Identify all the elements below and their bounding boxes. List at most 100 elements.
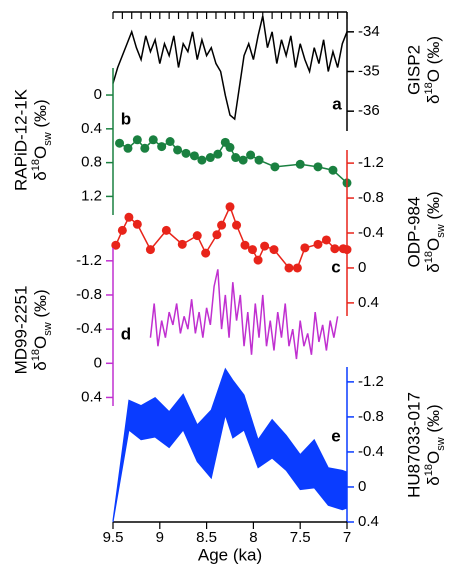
y-axis-unit: δ18Osw (‰) <box>30 99 54 180</box>
unit-part: O <box>424 238 443 251</box>
unit-part: δ <box>424 95 443 104</box>
data-point <box>173 145 183 155</box>
unit-part: (‰) <box>424 404 443 437</box>
unit-part: δ <box>424 263 443 272</box>
data-point <box>330 244 340 254</box>
y-tick-label: 0.8 <box>81 154 102 171</box>
y-axis-label: MD99-2251 <box>11 286 30 375</box>
data-point <box>201 248 211 258</box>
unit-part: (‰) <box>424 191 443 224</box>
data-point <box>225 142 235 152</box>
y-axis-label-group: HU87033-017 δ18Osw (‰) <box>404 392 446 498</box>
unit-part: sw <box>42 322 54 336</box>
y-tick-label: -1.2 <box>76 252 102 269</box>
y-tick-label: -0.8 <box>358 408 384 425</box>
data-point <box>115 138 125 148</box>
x-axis-label: Age (ka) <box>198 545 262 564</box>
data-point <box>124 212 134 222</box>
unit-part: sw <box>435 224 447 238</box>
y-tick-label: -1.2 <box>358 373 384 390</box>
y-tick-label: -35 <box>358 62 380 79</box>
y-axis-label: HU87033-017 <box>404 392 423 498</box>
y-tick-label: 1.2 <box>81 187 102 204</box>
unit-part: (‰) <box>31 289 50 322</box>
data-point <box>123 143 133 153</box>
data-line <box>112 15 348 121</box>
y-tick-label: -0.4 <box>358 224 384 241</box>
data-band <box>112 367 348 523</box>
y-axis-label-group: MD99-2251 δ18Osw (‰) <box>11 286 53 375</box>
data-point <box>205 153 215 163</box>
data-point <box>295 159 305 169</box>
x-tick-label: 8.5 <box>196 529 217 546</box>
data-point <box>189 151 199 161</box>
data-point <box>148 135 158 145</box>
data-point <box>247 245 257 255</box>
data-point <box>254 155 264 165</box>
data-point <box>342 245 352 255</box>
data-point <box>328 165 338 175</box>
data-point <box>161 225 171 235</box>
panel-label: c <box>331 257 340 276</box>
y-tick-label: -34 <box>358 23 380 40</box>
data-point <box>270 162 280 172</box>
unit-part: δ <box>424 476 443 485</box>
y-axis-unit: δ18O (‰) <box>423 36 444 104</box>
x-tick-label: 8 <box>249 529 257 546</box>
data-point <box>231 153 241 163</box>
x-tick-label: 9 <box>156 529 164 546</box>
y-tick-label: -0.4 <box>76 320 102 337</box>
y-axis-label: ODP-984 <box>404 197 423 268</box>
data-point <box>246 150 256 160</box>
y-tick-label: 0.4 <box>358 513 379 530</box>
data-point <box>165 137 175 146</box>
y-axis-label-group: RAPiD-12-1K δ18Osw (‰) <box>11 88 53 191</box>
unit-part: 18 <box>423 82 435 94</box>
y-tick-label: -1.2 <box>358 154 384 171</box>
y-axis-label: GISP2 <box>404 45 423 95</box>
unit-part: 18 <box>423 251 435 263</box>
data-point <box>232 220 242 230</box>
y-axis-unit: δ18Osw (‰) <box>423 404 447 485</box>
unit-part: O (‰) <box>424 36 443 82</box>
y-tick-label: 0.4 <box>81 388 102 405</box>
y-tick-label: 0 <box>358 478 366 495</box>
y-tick-label: -0.8 <box>358 189 384 206</box>
data-point <box>321 235 331 245</box>
y-axis-unit: δ18Osw (‰) <box>423 191 447 272</box>
data-point <box>177 239 187 249</box>
x-tick-label: 7 <box>343 529 351 546</box>
data-point <box>240 240 250 250</box>
data-line <box>115 204 348 269</box>
data-point <box>238 155 248 165</box>
unit-part: sw <box>435 437 447 451</box>
data-point <box>132 135 142 145</box>
data-point <box>157 142 167 152</box>
data-point <box>313 239 323 249</box>
unit-part: (‰) <box>31 99 50 132</box>
data-point <box>117 225 127 235</box>
y-axis-label: RAPiD-12-1K <box>11 88 30 191</box>
unit-part: 18 <box>423 464 435 476</box>
y-tick-label: 0.4 <box>358 294 379 311</box>
data-point <box>269 245 279 255</box>
y-axis-unit: δ18Osw (‰) <box>30 289 54 370</box>
data-point <box>213 149 223 159</box>
unit-part: O <box>31 336 50 349</box>
y-tick-label: 0.4 <box>81 120 102 137</box>
data-point <box>197 155 207 165</box>
x-tick-label: 9.5 <box>103 529 124 546</box>
data-point <box>192 231 202 241</box>
y-tick-label: 0 <box>94 86 102 103</box>
unit-part: 18 <box>30 349 42 361</box>
unit-part: 18 <box>30 159 42 171</box>
unit-part: δ <box>31 361 50 370</box>
data-point <box>313 162 323 172</box>
data-point <box>300 243 310 253</box>
unit-part: O <box>31 146 50 159</box>
data-point <box>212 230 222 240</box>
